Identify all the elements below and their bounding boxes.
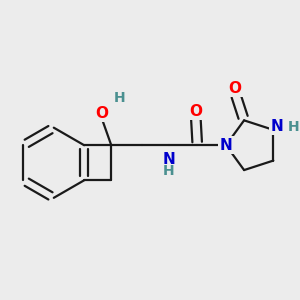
Text: H: H	[163, 164, 175, 178]
Text: H: H	[287, 120, 299, 134]
Text: N: N	[162, 152, 175, 167]
Text: O: O	[189, 104, 202, 119]
Text: H: H	[113, 92, 125, 105]
Text: O: O	[95, 106, 108, 121]
Text: N: N	[220, 138, 232, 153]
Text: N: N	[270, 119, 283, 134]
Text: O: O	[229, 81, 242, 96]
